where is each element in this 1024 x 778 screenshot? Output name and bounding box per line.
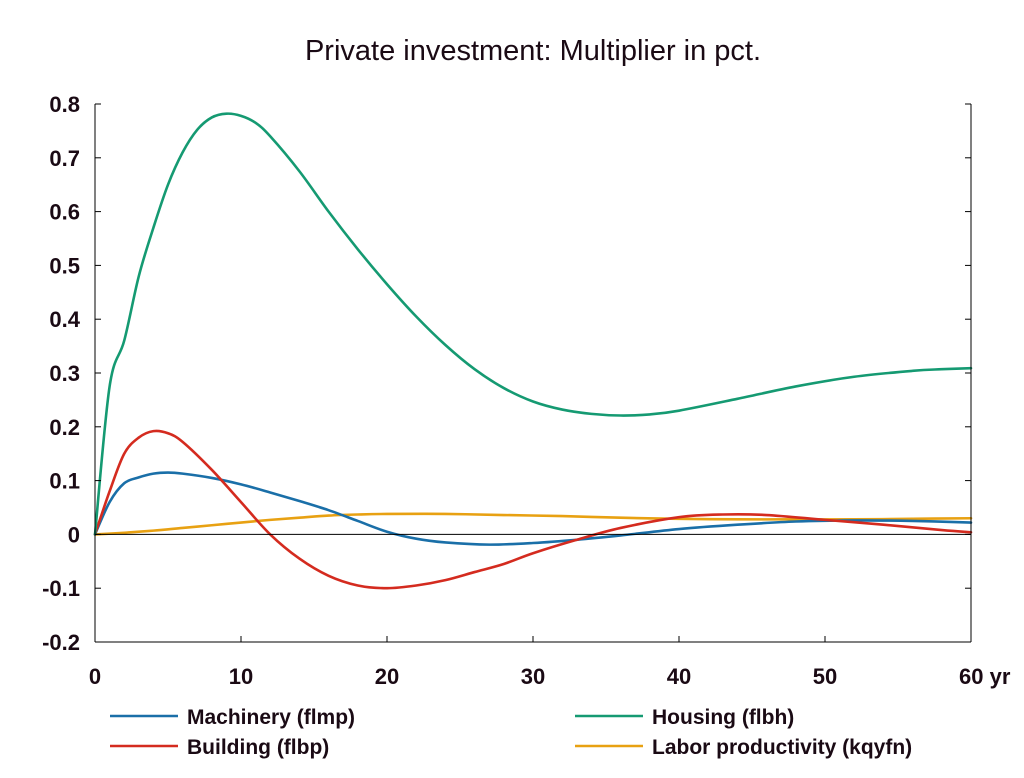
legend-label: Housing (flbh)	[652, 706, 794, 729]
legend-item-housing: Housing (flbh)	[575, 706, 794, 729]
x-tick-label: 10	[229, 664, 253, 689]
legend-item-building: Building (flbp)	[110, 736, 329, 759]
x-tick-label: 0	[89, 664, 101, 689]
series-line-building	[93, 429, 973, 590]
legend: Machinery (flmp) Building (flbp) Housing (…	[110, 706, 912, 759]
x-tick-label: 60 yr	[959, 664, 1011, 689]
y-tick-label: -0.1	[42, 576, 80, 601]
y-tick-label: 0.8	[49, 92, 80, 117]
legend-item-machinery: Machinery (flmp)	[110, 706, 355, 729]
x-tick-label: 50	[813, 664, 837, 689]
y-tick-label: 0.1	[49, 469, 80, 494]
y-tick-label: 0.2	[49, 415, 80, 440]
y-tick-label: 0	[68, 522, 80, 547]
y-tick-label: 0.3	[49, 361, 80, 386]
x-tick-label: 20	[375, 664, 399, 689]
series-line-housing	[93, 112, 973, 536]
legend-item-labor: Labor productivity (kqyfn)	[575, 736, 912, 759]
y-tick-label: 0.4	[49, 307, 80, 332]
legend-label: Labor productivity (kqyfn)	[652, 736, 912, 759]
plot-area	[93, 112, 973, 590]
y-tick-label: -0.2	[42, 630, 80, 655]
series-line-labor	[93, 512, 973, 536]
y-tick-label: 0.7	[49, 146, 80, 171]
chart-title: Private investment: Multiplier in pct.	[305, 35, 761, 67]
legend-label: Building (flbp)	[187, 736, 329, 759]
x-tick-label: 30	[521, 664, 545, 689]
axes: -0.2 -0.1 0 0.1 0.2 0.3 0.4 0.5 0.6 0.7 0.8 0 10 20 30…	[42, 92, 1011, 689]
series-line-machinery	[93, 471, 973, 546]
y-tick-label: 0.6	[49, 200, 80, 225]
x-tick-label: 40	[667, 664, 691, 689]
y-tick-label: 0.5	[49, 253, 80, 278]
legend-label: Machinery (flmp)	[187, 706, 355, 729]
